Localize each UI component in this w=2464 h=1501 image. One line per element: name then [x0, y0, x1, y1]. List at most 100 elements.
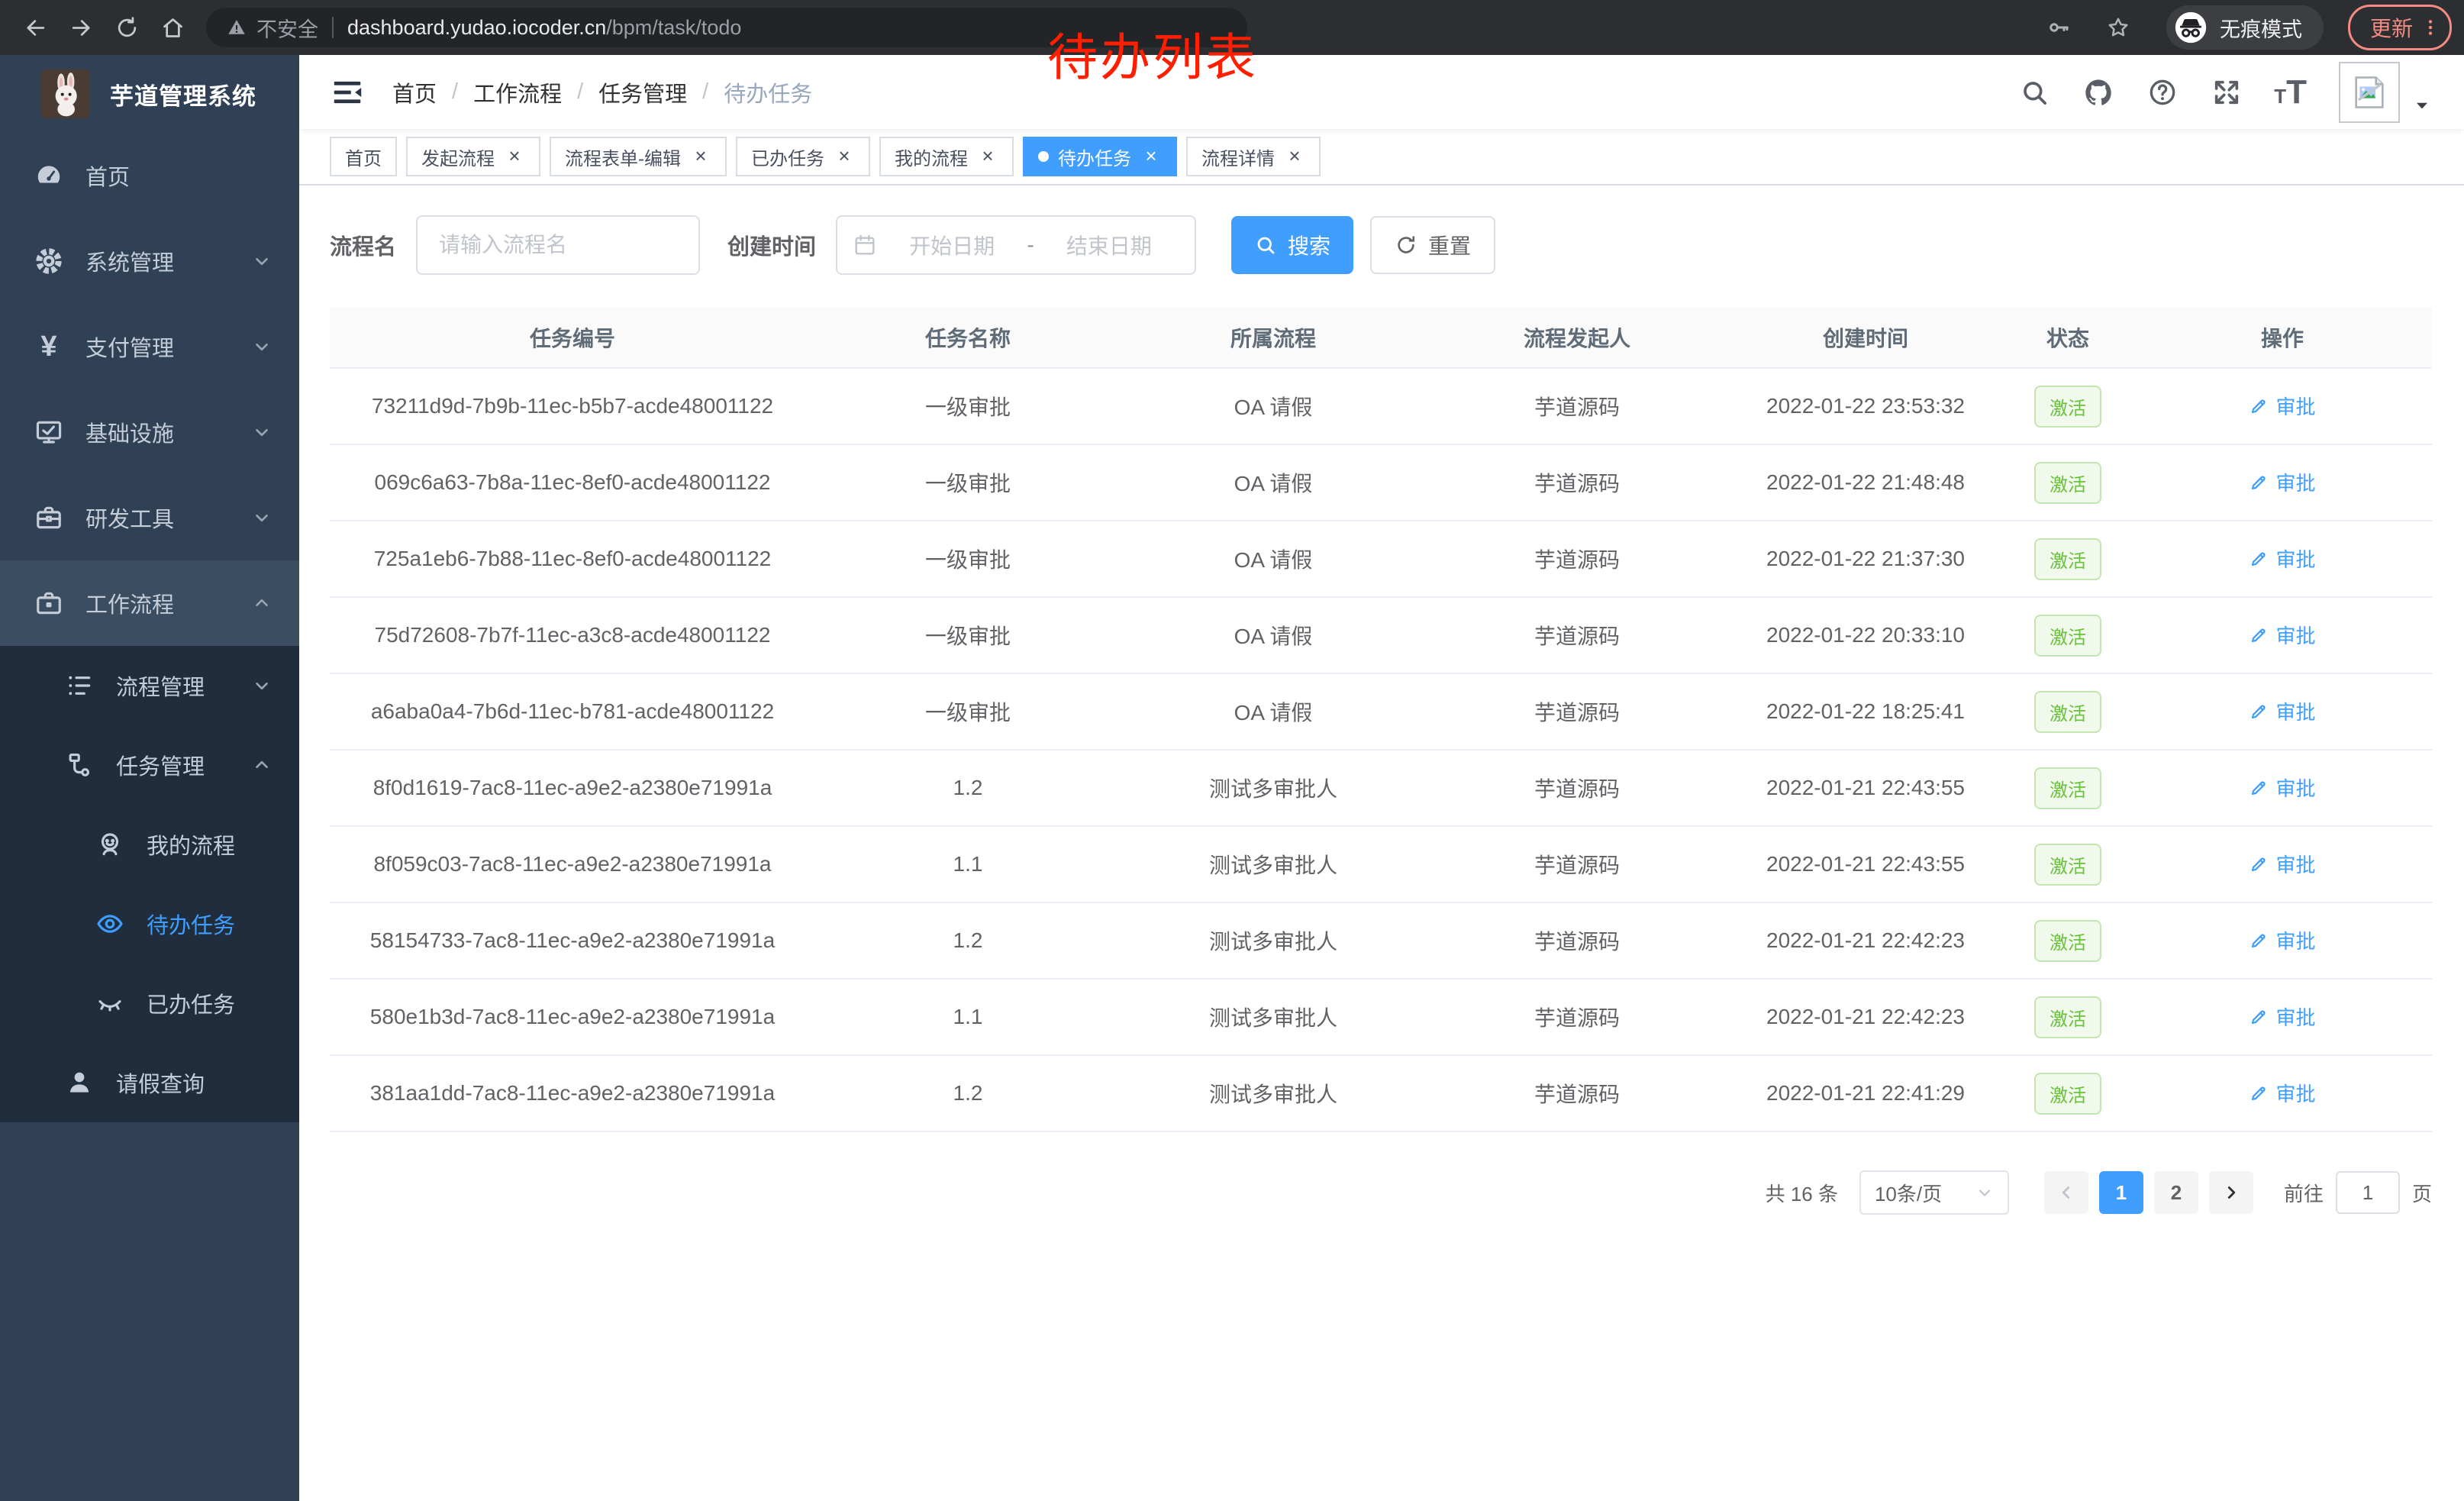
cell-task-name: 一级审批 — [815, 444, 1121, 521]
approve-button[interactable]: 审批 — [2249, 621, 2316, 649]
goto-page-input[interactable] — [2335, 1171, 2400, 1214]
tab-待办任务[interactable]: 待办任务 × — [1023, 137, 1177, 176]
tab-label: 流程详情 — [1201, 148, 1275, 169]
col-create-time: 创建时间 — [1728, 308, 2003, 369]
page-button-2[interactable]: 2 — [2153, 1171, 2198, 1214]
reset-button[interactable]: 重置 — [1370, 216, 1496, 274]
bookmark-star-icon[interactable] — [2102, 11, 2134, 44]
next-page-button[interactable] — [2208, 1171, 2253, 1214]
sidebar-item-infra[interactable]: 基础设施 — [0, 389, 299, 475]
prev-page-button[interactable] — [2043, 1171, 2088, 1214]
breadcrumb-separator: / — [702, 79, 709, 104]
incognito-icon — [2174, 11, 2208, 44]
cell-task-name: 1.1 — [815, 826, 1121, 903]
sidebar-item-process-mgmt[interactable]: 流程管理 — [0, 646, 299, 725]
flow-tree-icon — [64, 750, 95, 780]
tab-label: 已办任务 — [751, 148, 824, 169]
briefcase-icon — [34, 588, 64, 618]
tab-首页[interactable]: 首页 — [330, 137, 397, 176]
fullscreen-icon[interactable] — [2210, 76, 2243, 109]
update-button[interactable]: 更新 — [2347, 5, 2452, 50]
approve-button[interactable]: 审批 — [2249, 850, 2316, 878]
sidebar-item-home[interactable]: 首页 — [0, 133, 299, 218]
toolbox-icon — [34, 502, 64, 533]
tab-我的流程[interactable]: 我的流程 × — [879, 137, 1014, 176]
close-icon[interactable]: × — [695, 144, 707, 167]
avatar[interactable] — [2339, 61, 2400, 123]
cell-actions: 审批 — [2133, 1055, 2432, 1132]
chevron-up-icon — [252, 593, 272, 613]
sidebar-item-payment[interactable]: ¥ 支付管理 — [0, 304, 299, 389]
breadcrumb-separator: / — [577, 79, 584, 104]
close-icon[interactable]: × — [1288, 144, 1301, 167]
tab-已办任务[interactable]: 已办任务 × — [736, 137, 870, 176]
approve-button[interactable]: 审批 — [2249, 1002, 2316, 1031]
approve-button[interactable]: 审批 — [2249, 468, 2316, 496]
process-name-input[interactable] — [416, 215, 701, 275]
search-button[interactable]: 搜索 — [1231, 216, 1354, 274]
approve-button[interactable]: 审批 — [2249, 392, 2316, 420]
security-warning-label: 不安全 — [256, 18, 318, 41]
sidebar-item-label: 基础设施 — [85, 422, 175, 447]
cell-actions: 审批 — [2133, 826, 2432, 903]
col-task-id: 任务编号 — [330, 308, 815, 369]
close-icon[interactable]: × — [982, 144, 994, 167]
sidebar: 芋道管理系统 首页 系统管理 ¥ 支付管理基础设施研发工具 工作流程 流程管理 任务管理 我的… — [0, 55, 299, 1501]
reload-icon[interactable] — [109, 10, 144, 45]
table-body: 73211d9d-7b9b-11ec-b5b7-acde48001122 一级审批… — [330, 368, 2432, 1132]
breadcrumb-home[interactable]: 首页 — [392, 82, 437, 107]
search-icon[interactable] — [2017, 76, 2051, 109]
approve-button[interactable]: 审批 — [2249, 926, 2316, 954]
sidebar-item-system[interactable]: 系统管理 — [0, 218, 299, 304]
refresh-icon — [1395, 234, 1417, 257]
close-icon[interactable]: × — [1145, 144, 1157, 167]
breadcrumb-workflow[interactable]: 工作流程 — [473, 82, 563, 107]
forward-icon[interactable] — [63, 10, 98, 45]
tab-发起流程[interactable]: 发起流程 × — [406, 137, 540, 176]
home-icon[interactable] — [155, 10, 190, 45]
task-table: 任务编号 任务名称 所属流程 流程发起人 创建时间 状态 操作 73211d9d… — [330, 308, 2432, 1132]
chevron-down-icon[interactable] — [2412, 95, 2432, 115]
close-icon[interactable]: × — [508, 144, 521, 167]
url-bar[interactable]: 不安全 dashboard.yudao.iocoder.cn/bpm/task/… — [206, 8, 1247, 47]
goto-label: 前往 — [2283, 1182, 2324, 1206]
sidebar-item-devtools[interactable]: 研发工具 — [0, 475, 299, 560]
cell-create-time: 2022-01-22 20:33:10 — [1728, 597, 2003, 674]
password-key-icon[interactable] — [2043, 11, 2075, 44]
tab-流程详情[interactable]: 流程详情 × — [1186, 137, 1321, 176]
approve-button[interactable]: 审批 — [2249, 1079, 2316, 1107]
back-icon[interactable] — [18, 10, 53, 45]
date-range-input[interactable]: 开始日期 - 结束日期 — [836, 215, 1197, 275]
cell-status: 激活 — [2003, 521, 2133, 598]
edit-pencil-icon — [2249, 625, 2269, 645]
cell-starter: 芋道源码 — [1426, 826, 1728, 903]
sidebar-collapse-icon[interactable] — [330, 75, 365, 110]
page-button-1[interactable]: 1 — [2098, 1171, 2143, 1214]
end-date-placeholder: 结束日期 — [1066, 234, 1152, 258]
cell-starter: 芋道源码 — [1426, 368, 1728, 445]
sidebar-item-task-mgmt[interactable]: 任务管理 — [0, 725, 299, 805]
github-icon[interactable] — [2082, 76, 2115, 109]
cell-actions: 审批 — [2133, 597, 2432, 674]
table-row: 381aa1dd-7ac8-11ec-a9e2-a2380e71991a 1.2 测… — [330, 1055, 2432, 1132]
menu-dots-icon[interactable] — [2420, 18, 2440, 37]
approve-button[interactable]: 审批 — [2249, 697, 2316, 725]
sidebar-item-leave-query[interactable]: 请假查询 — [0, 1043, 299, 1122]
approve-button[interactable]: 审批 — [2249, 773, 2316, 802]
sidebar-item-todo-task[interactable]: 待办任务 — [0, 884, 299, 964]
breadcrumb-task-management[interactable]: 任务管理 — [598, 82, 688, 107]
sidebar-item-done-task[interactable]: 已办任务 — [0, 964, 299, 1043]
close-icon[interactable]: × — [838, 144, 850, 167]
help-icon[interactable] — [2146, 76, 2179, 109]
sidebar-item-workflow[interactable]: 工作流程 — [0, 560, 299, 646]
status-badge: 激活 — [2034, 461, 2101, 504]
sidebar-item-my-process[interactable]: 我的流程 — [0, 805, 299, 884]
status-badge: 激活 — [2034, 1072, 2101, 1115]
logo[interactable]: 芋道管理系统 — [0, 55, 299, 133]
cell-actions: 审批 — [2133, 521, 2432, 598]
page-size-select[interactable]: 10条/页 — [1859, 1170, 2009, 1215]
approve-button[interactable]: 审批 — [2249, 544, 2316, 573]
sidebar-item-label: 已办任务 — [147, 993, 236, 1018]
tab-流程表单-编辑[interactable]: 流程表单-编辑 × — [550, 137, 727, 176]
